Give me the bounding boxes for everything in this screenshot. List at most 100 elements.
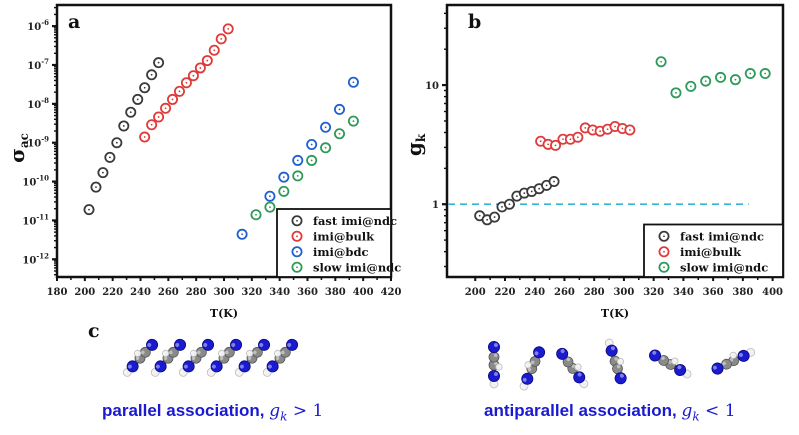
data-point — [264, 190, 276, 202]
legend-marker-icon — [658, 261, 670, 273]
caption-parallel: parallel association, gk > 1 — [102, 401, 323, 423]
x-tick-label: 240 — [524, 287, 545, 298]
data-point — [700, 75, 712, 87]
panel-a: a 180 200 220 240 260 280 300 320 340 360 380 400 42… — [5, 3, 401, 320]
legend-item: imi@bulk — [658, 245, 742, 259]
imidazole-molecule — [234, 338, 271, 377]
data-point — [208, 44, 220, 56]
hydrogen-atom — [134, 349, 142, 357]
nitrogen-atom — [202, 338, 215, 351]
hydrogen-atom — [190, 349, 198, 357]
panel-b-points — [474, 56, 771, 226]
data-point — [292, 154, 304, 166]
math-relation: < 1 — [699, 401, 736, 421]
legend-marker-icon — [291, 215, 303, 227]
imidazole-molecule — [556, 347, 589, 389]
nitrogen-atom — [238, 360, 251, 373]
series-slow-imi-ndc — [250, 115, 359, 221]
x-tick-label: 240 — [130, 287, 151, 298]
nitrogen-atom — [711, 362, 724, 375]
caption-antiparallel-math: gk < 1 — [681, 401, 736, 423]
y-tick-label: 1 — [432, 200, 439, 211]
y-tick-label: 10-11 — [22, 212, 49, 227]
x-tick-label: 320 — [241, 287, 262, 298]
nitrogen-atom — [210, 360, 223, 373]
carbon-atom — [488, 351, 500, 363]
y-tick-label: 10-10 — [22, 174, 49, 189]
legend-marker-icon — [658, 246, 670, 258]
data-point — [306, 138, 318, 150]
nitrogen-atom — [614, 372, 627, 385]
data-point — [264, 201, 276, 213]
data-point — [489, 211, 501, 223]
imidazole-molecule — [150, 338, 187, 377]
legend-label: slow imi@ndc — [313, 260, 401, 274]
data-point — [236, 228, 248, 240]
panel-c-label: c — [88, 320, 100, 342]
panel-a-label: a — [68, 11, 80, 33]
data-point — [153, 111, 165, 123]
data-point — [201, 55, 213, 67]
x-tick-label: 200 — [74, 287, 95, 298]
data-point — [306, 154, 318, 166]
data-point — [548, 176, 560, 188]
nitrogen-atom — [182, 360, 195, 373]
parallel-molecules — [122, 338, 299, 377]
x-tick-label: 380 — [732, 287, 753, 298]
legend-marker-icon — [291, 230, 303, 242]
carbon-atom — [251, 346, 263, 358]
x-tick-label: 340 — [673, 287, 694, 298]
math-g: g — [681, 401, 693, 421]
nitrogen-atom — [556, 347, 569, 360]
data-point — [111, 137, 123, 149]
nitrogen-atom — [146, 338, 159, 351]
data-point — [97, 167, 109, 179]
panel-b-frame — [445, 3, 785, 279]
panel-a-x-ticks: 180 200 220 240 260 280 300 320 340 360 380 400 420 — [47, 277, 401, 298]
carbon-atom — [529, 356, 541, 367]
data-point — [334, 103, 346, 115]
carbon-atom — [279, 346, 291, 358]
svg-text:gk: gk — [402, 133, 428, 156]
hydrogen-atom — [524, 361, 532, 369]
data-point — [744, 68, 756, 80]
legend-item: fast imi@ndc — [291, 214, 397, 228]
nitrogen-atom — [286, 338, 299, 351]
legend-marker-icon — [291, 246, 303, 258]
x-tick-label: 260 — [554, 287, 575, 298]
legend-marker-icon — [658, 230, 670, 242]
math-relation: > 1 — [287, 401, 324, 421]
x-tick-label: 400 — [353, 287, 374, 298]
data-point — [118, 120, 130, 132]
x-tick-label: 260 — [158, 287, 179, 298]
hydrogen-atom — [218, 349, 226, 357]
x-tick-label: 320 — [643, 287, 664, 298]
legend-marker-icon — [291, 261, 303, 273]
hydrogen-atom — [246, 349, 254, 357]
y-title-sub: k — [414, 133, 428, 142]
legend-item: slow imi@ndc — [658, 260, 768, 274]
nitrogen-atom — [126, 360, 139, 373]
legend-item: fast imi@ndc — [658, 229, 764, 243]
nitrogen-atom — [605, 344, 618, 357]
x-tick-label: 360 — [297, 287, 318, 298]
legend-label: slow imi@ndc — [680, 260, 768, 274]
panel-b-y-axis-title: gk — [402, 133, 428, 156]
caption-antiparallel-text: antiparallel association, — [484, 401, 682, 420]
nitrogen-atom — [649, 349, 662, 362]
panel-a-points — [83, 23, 359, 240]
data-point — [624, 124, 636, 136]
carbon-atom — [195, 346, 207, 358]
carbon-atom — [721, 358, 732, 370]
imidazole-molecule — [711, 347, 756, 375]
data-point — [132, 93, 144, 105]
data-point — [347, 76, 359, 88]
data-point — [146, 69, 158, 81]
caption-parallel-math: gk > 1 — [269, 401, 324, 423]
legend-label: imi@bdc — [313, 245, 369, 259]
panel-a-y-axis-title: σac — [5, 133, 31, 163]
imidazole-molecule — [649, 349, 692, 379]
x-tick-label: 340 — [269, 287, 290, 298]
